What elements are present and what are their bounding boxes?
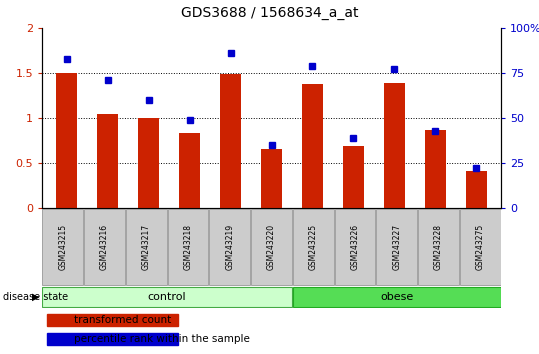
- Text: ▶: ▶: [32, 292, 39, 302]
- Bar: [126, 209, 167, 285]
- Text: GSM243227: GSM243227: [392, 224, 401, 270]
- Text: GSM243219: GSM243219: [225, 224, 234, 270]
- Text: GSM243217: GSM243217: [142, 224, 151, 270]
- Text: GSM243220: GSM243220: [267, 224, 276, 270]
- Bar: [376, 209, 417, 285]
- Bar: [179, 133, 200, 208]
- Bar: [43, 209, 84, 285]
- Bar: [220, 74, 241, 208]
- Text: GSM243215: GSM243215: [58, 224, 67, 270]
- Bar: [425, 130, 446, 208]
- Bar: [460, 209, 501, 285]
- Text: percentile rank within the sample: percentile rank within the sample: [74, 334, 250, 344]
- Bar: [466, 171, 487, 208]
- Text: transformed count: transformed count: [74, 315, 171, 325]
- Bar: [343, 146, 364, 208]
- Bar: [251, 209, 292, 285]
- Bar: [168, 209, 209, 285]
- Bar: [57, 73, 77, 208]
- Bar: [84, 209, 125, 285]
- Text: disease state: disease state: [3, 292, 68, 302]
- Bar: [46, 314, 178, 326]
- Text: GSM243225: GSM243225: [309, 224, 317, 270]
- Bar: [209, 209, 250, 285]
- Text: GSM243216: GSM243216: [100, 224, 109, 270]
- Bar: [293, 209, 334, 285]
- Bar: [418, 209, 459, 285]
- Text: GSM243228: GSM243228: [434, 224, 443, 270]
- Bar: [384, 83, 405, 208]
- Bar: [335, 209, 375, 285]
- Bar: [98, 114, 118, 208]
- Text: control: control: [148, 292, 186, 302]
- Bar: [139, 118, 159, 208]
- Bar: [302, 84, 323, 208]
- Bar: [293, 287, 501, 307]
- Text: GSM243226: GSM243226: [350, 224, 360, 270]
- Text: obese: obese: [380, 292, 413, 302]
- Text: GSM243275: GSM243275: [475, 224, 485, 270]
- Bar: [43, 287, 292, 307]
- Bar: [261, 149, 282, 208]
- Text: GDS3688 / 1568634_a_at: GDS3688 / 1568634_a_at: [181, 6, 358, 20]
- Bar: [46, 333, 178, 345]
- Text: GSM243218: GSM243218: [184, 224, 192, 270]
